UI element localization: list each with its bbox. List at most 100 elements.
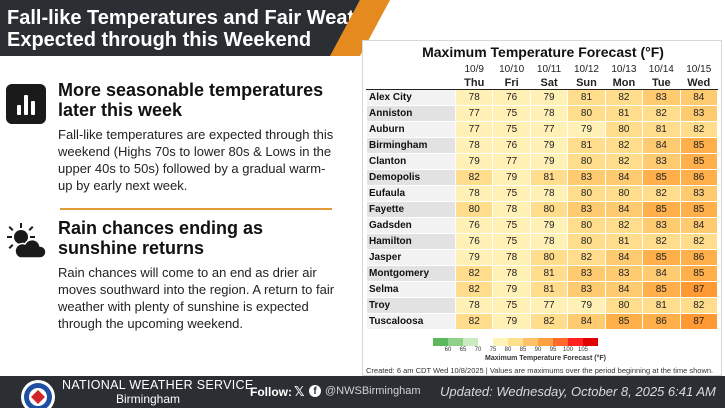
temperature-cell: 85 — [642, 249, 681, 266]
temperature-cell: 81 — [567, 137, 606, 154]
temperature-cell: 84 — [642, 265, 681, 282]
temperature-cell: 82 — [642, 185, 681, 202]
x-logo-icon[interactable]: 𝕏 — [294, 384, 305, 399]
city-name: Fayette — [366, 201, 456, 218]
temperature-cell: 75 — [492, 297, 531, 314]
temperature-cell: 85 — [679, 137, 719, 154]
legend-tick-label: 85 — [519, 347, 527, 353]
temperature-cell: 82 — [454, 281, 494, 298]
temperature-cell: 82 — [604, 217, 644, 234]
temperature-cell: 86 — [642, 313, 681, 330]
section-title: More seasonable temperatures later this … — [58, 80, 324, 120]
temperature-cell: 77 — [529, 121, 569, 138]
temperature-cell: 84 — [679, 217, 719, 234]
day-header: Fri — [492, 75, 531, 90]
temperature-cell: 84 — [604, 281, 644, 298]
facebook-logo-icon[interactable]: f — [309, 385, 321, 397]
section-rain-chances: Rain chances ending as sunshine returns … — [6, 218, 336, 332]
city-name: Selma — [366, 281, 456, 298]
corner-cell — [366, 62, 456, 76]
city-name: Auburn — [366, 121, 456, 138]
temperature-cell: 79 — [529, 153, 569, 170]
updated-timestamp: Updated: Wednesday, October 8, 2025 6:41… — [440, 384, 716, 399]
temperature-cell: 78 — [492, 201, 531, 218]
legend-tick-label: 80 — [504, 347, 512, 353]
temperature-cell: 80 — [567, 233, 606, 250]
table-row: Auburn 77 75 77 79 80 81 82 — [366, 121, 719, 138]
temperature-cell: 79 — [492, 281, 531, 298]
temperature-cell: 80 — [529, 249, 569, 266]
day-header: Wed — [679, 75, 719, 90]
legend-swatch — [568, 338, 583, 346]
temperature-cell: 86 — [679, 169, 719, 186]
section-body: Rain chances will come to an end as drie… — [58, 265, 335, 331]
temperature-cell: 78 — [492, 249, 531, 266]
legend-swatch — [448, 338, 463, 346]
temperature-cell: 77 — [492, 153, 531, 170]
temperature-cell: 83 — [679, 185, 719, 202]
legend-tick-label: 65 — [459, 347, 467, 353]
follow-label: Follow: — [250, 385, 292, 399]
temperature-cell: 82 — [567, 249, 606, 266]
temperature-cell: 82 — [679, 233, 719, 250]
city-name: Eufaula — [366, 185, 456, 202]
forecast-panel: Maximum Temperature Forecast (°F) 10/9 10… — [362, 40, 722, 376]
table-row: Clanton 79 77 79 80 82 83 85 — [366, 153, 719, 170]
temperature-cell: 77 — [454, 105, 494, 122]
temperature-cell: 77 — [529, 297, 569, 314]
forecast-title: Maximum Temperature Forecast (°F) — [422, 44, 664, 60]
temperature-cell: 84 — [604, 201, 644, 218]
temperature-cell: 79 — [454, 153, 494, 170]
temperature-cell: 83 — [642, 217, 681, 234]
table-row: Jasper 79 78 80 82 84 85 86 — [366, 249, 719, 266]
table-row: Birmingham 78 76 79 81 82 84 85 — [366, 137, 719, 154]
date-header: 10/10 — [492, 62, 531, 76]
city-name: Demopolis — [366, 169, 456, 186]
temperature-cell: 81 — [642, 121, 681, 138]
date-header: 10/11 — [529, 62, 569, 76]
date-header: 10/14 — [642, 62, 681, 76]
legend-swatch — [538, 338, 553, 346]
temperature-cell: 83 — [567, 169, 606, 186]
legend-swatch — [508, 338, 523, 346]
legend-swatch — [493, 338, 508, 346]
temperature-cell: 75 — [492, 121, 531, 138]
temperature-legend: 60 65 70 75 80 85 90 95 100 105 Maximum Temperatu… — [433, 338, 658, 362]
legend-ticks: 60 65 70 75 80 85 90 95 100 105 — [433, 346, 658, 356]
temperature-cell: 83 — [679, 105, 719, 122]
table-row: Gadsden 76 75 79 80 82 83 84 — [366, 217, 719, 234]
temperature-cell: 78 — [454, 297, 494, 314]
temperature-cell: 83 — [567, 201, 606, 218]
temperature-cell: 85 — [642, 169, 681, 186]
forecast-table: 10/9 10/10 10/11 10/12 10/13 10/14 10/15 Thu Fr… — [366, 62, 719, 330]
header-banner: Fall-like Temperatures and Fair Weather … — [0, 0, 360, 56]
temperature-cell: 75 — [492, 217, 531, 234]
temperature-cell: 78 — [492, 265, 531, 282]
temperature-cell: 85 — [642, 281, 681, 298]
table-row: Hamilton 76 75 78 80 81 82 82 — [366, 233, 719, 250]
nws-office: NATIONAL WEATHER SERVICE Birmingham — [62, 378, 254, 406]
table-row: Fayette 80 78 80 83 84 85 85 — [366, 201, 719, 218]
temperature-cell: 81 — [604, 233, 644, 250]
legend-label: Maximum Temperature Forecast (°F) — [485, 355, 606, 362]
temperature-cell: 85 — [642, 201, 681, 218]
temperature-cell: 76 — [492, 137, 531, 154]
day-header: Thu — [454, 75, 494, 90]
temperature-cell: 86 — [679, 249, 719, 266]
temperature-cell: 79 — [492, 169, 531, 186]
temperature-cell: 78 — [454, 185, 494, 202]
city-name: Jasper — [366, 249, 456, 266]
temperature-cell: 82 — [454, 169, 494, 186]
date-header: 10/13 — [604, 62, 644, 76]
temperature-cell: 79 — [492, 313, 531, 330]
legend-swatch — [553, 338, 568, 346]
city-name: Troy — [366, 297, 456, 314]
temperature-cell: 79 — [567, 297, 606, 314]
temperature-cell: 79 — [529, 137, 569, 154]
social-handle[interactable]: @NWSBirmingham — [325, 385, 421, 397]
org-name: NATIONAL WEATHER SERVICE — [62, 378, 254, 392]
temperature-cell: 85 — [679, 201, 719, 218]
temperature-cell: 75 — [492, 233, 531, 250]
legend-tick-label: 70 — [474, 347, 482, 353]
temperature-cell: 77 — [454, 121, 494, 138]
